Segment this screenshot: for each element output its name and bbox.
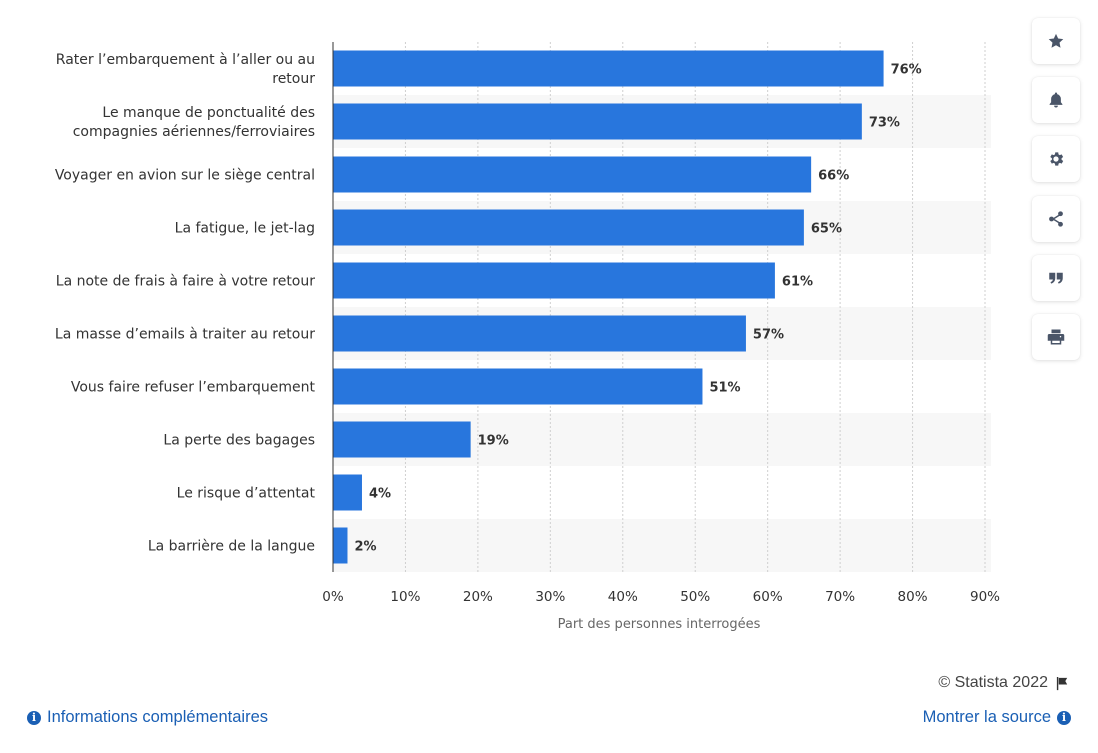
cite-button[interactable]: [1032, 255, 1080, 301]
source-link-label: Montrer la source: [922, 708, 1051, 726]
x-tick-label: 50%: [680, 589, 710, 605]
value-label: 76%: [891, 63, 922, 78]
chart-svg: 76% Rater l’embarquement à l’aller ou au r…: [55, 42, 1000, 632]
x-tick-label: 0%: [322, 589, 344, 605]
value-label: 57%: [753, 328, 784, 343]
x-tick-label: 10%: [390, 589, 420, 605]
category-label: La barrière de la langue: [148, 539, 315, 555]
category-label: Le manque de ponctualité des compagnies a…: [73, 105, 315, 140]
value-label: 73%: [869, 116, 900, 131]
category-label: Rater l’embarquement à l’aller ou au reto…: [56, 52, 315, 87]
notification-button[interactable]: [1032, 77, 1080, 123]
favorite-button[interactable]: [1032, 18, 1080, 64]
copyright-notice: © Statista 2022: [938, 674, 1070, 692]
value-label: 51%: [709, 381, 740, 396]
share-button[interactable]: [1032, 196, 1080, 242]
info-icon: i: [27, 710, 41, 725]
value-label: 65%: [811, 222, 842, 237]
row-background: [333, 519, 991, 572]
x-tick-label: 80%: [898, 589, 928, 605]
settings-button[interactable]: [1032, 136, 1080, 182]
value-label: 2%: [354, 540, 376, 555]
info-link[interactable]: i Informations complémentaires: [27, 708, 268, 727]
bar: [333, 103, 862, 140]
x-tick-label: 90%: [970, 589, 1000, 605]
gear-icon: [1050, 152, 1064, 166]
bar: [333, 421, 471, 458]
bar: [333, 474, 362, 511]
value-label: 66%: [818, 169, 849, 184]
copyright-text: © Statista 2022: [938, 674, 1048, 691]
bar: [333, 50, 884, 87]
x-tick-label: 20%: [463, 589, 493, 605]
value-label: 4%: [369, 487, 391, 502]
bar-chart: 76% Rater l’embarquement à l’aller ou au r…: [55, 42, 1000, 632]
value-label: 61%: [782, 275, 813, 290]
bar: [333, 315, 746, 352]
bar: [333, 262, 775, 299]
bar: [333, 209, 804, 246]
x-axis-title: Part des personnes interrogées: [558, 617, 761, 632]
category-label: La perte des bagages: [163, 433, 315, 449]
bar: [333, 527, 348, 564]
flag-icon[interactable]: [1055, 676, 1070, 691]
quote-icon: [1049, 272, 1063, 284]
print-icon: [1047, 329, 1065, 345]
print-button[interactable]: [1032, 314, 1080, 360]
info-link-label: Informations complémentaires: [47, 708, 269, 726]
category-label: Voyager en avion sur le siège central: [55, 168, 315, 184]
category-label: La fatigue, le jet-lag: [175, 221, 315, 237]
category-label: Le risque d’attentat: [177, 486, 316, 502]
category-label: La note de frais à faire à votre retour: [56, 274, 315, 290]
category-label: La masse d’emails à traiter au retour: [55, 327, 315, 343]
share-icon: [1049, 211, 1063, 227]
star-icon: [1048, 33, 1064, 48]
x-tick-label: 40%: [608, 589, 638, 605]
bar: [333, 368, 703, 405]
bar: [333, 156, 812, 193]
category-label: Vous faire refuser l’embarquement: [71, 380, 316, 396]
value-label: 19%: [478, 434, 509, 449]
x-tick-label: 30%: [535, 589, 565, 605]
x-tick-label: 70%: [825, 589, 855, 605]
x-tick-label: 60%: [753, 589, 783, 605]
bell-icon: [1049, 92, 1063, 108]
source-link[interactable]: Montrer la source i: [923, 708, 1071, 727]
info-icon: i: [1057, 710, 1071, 725]
